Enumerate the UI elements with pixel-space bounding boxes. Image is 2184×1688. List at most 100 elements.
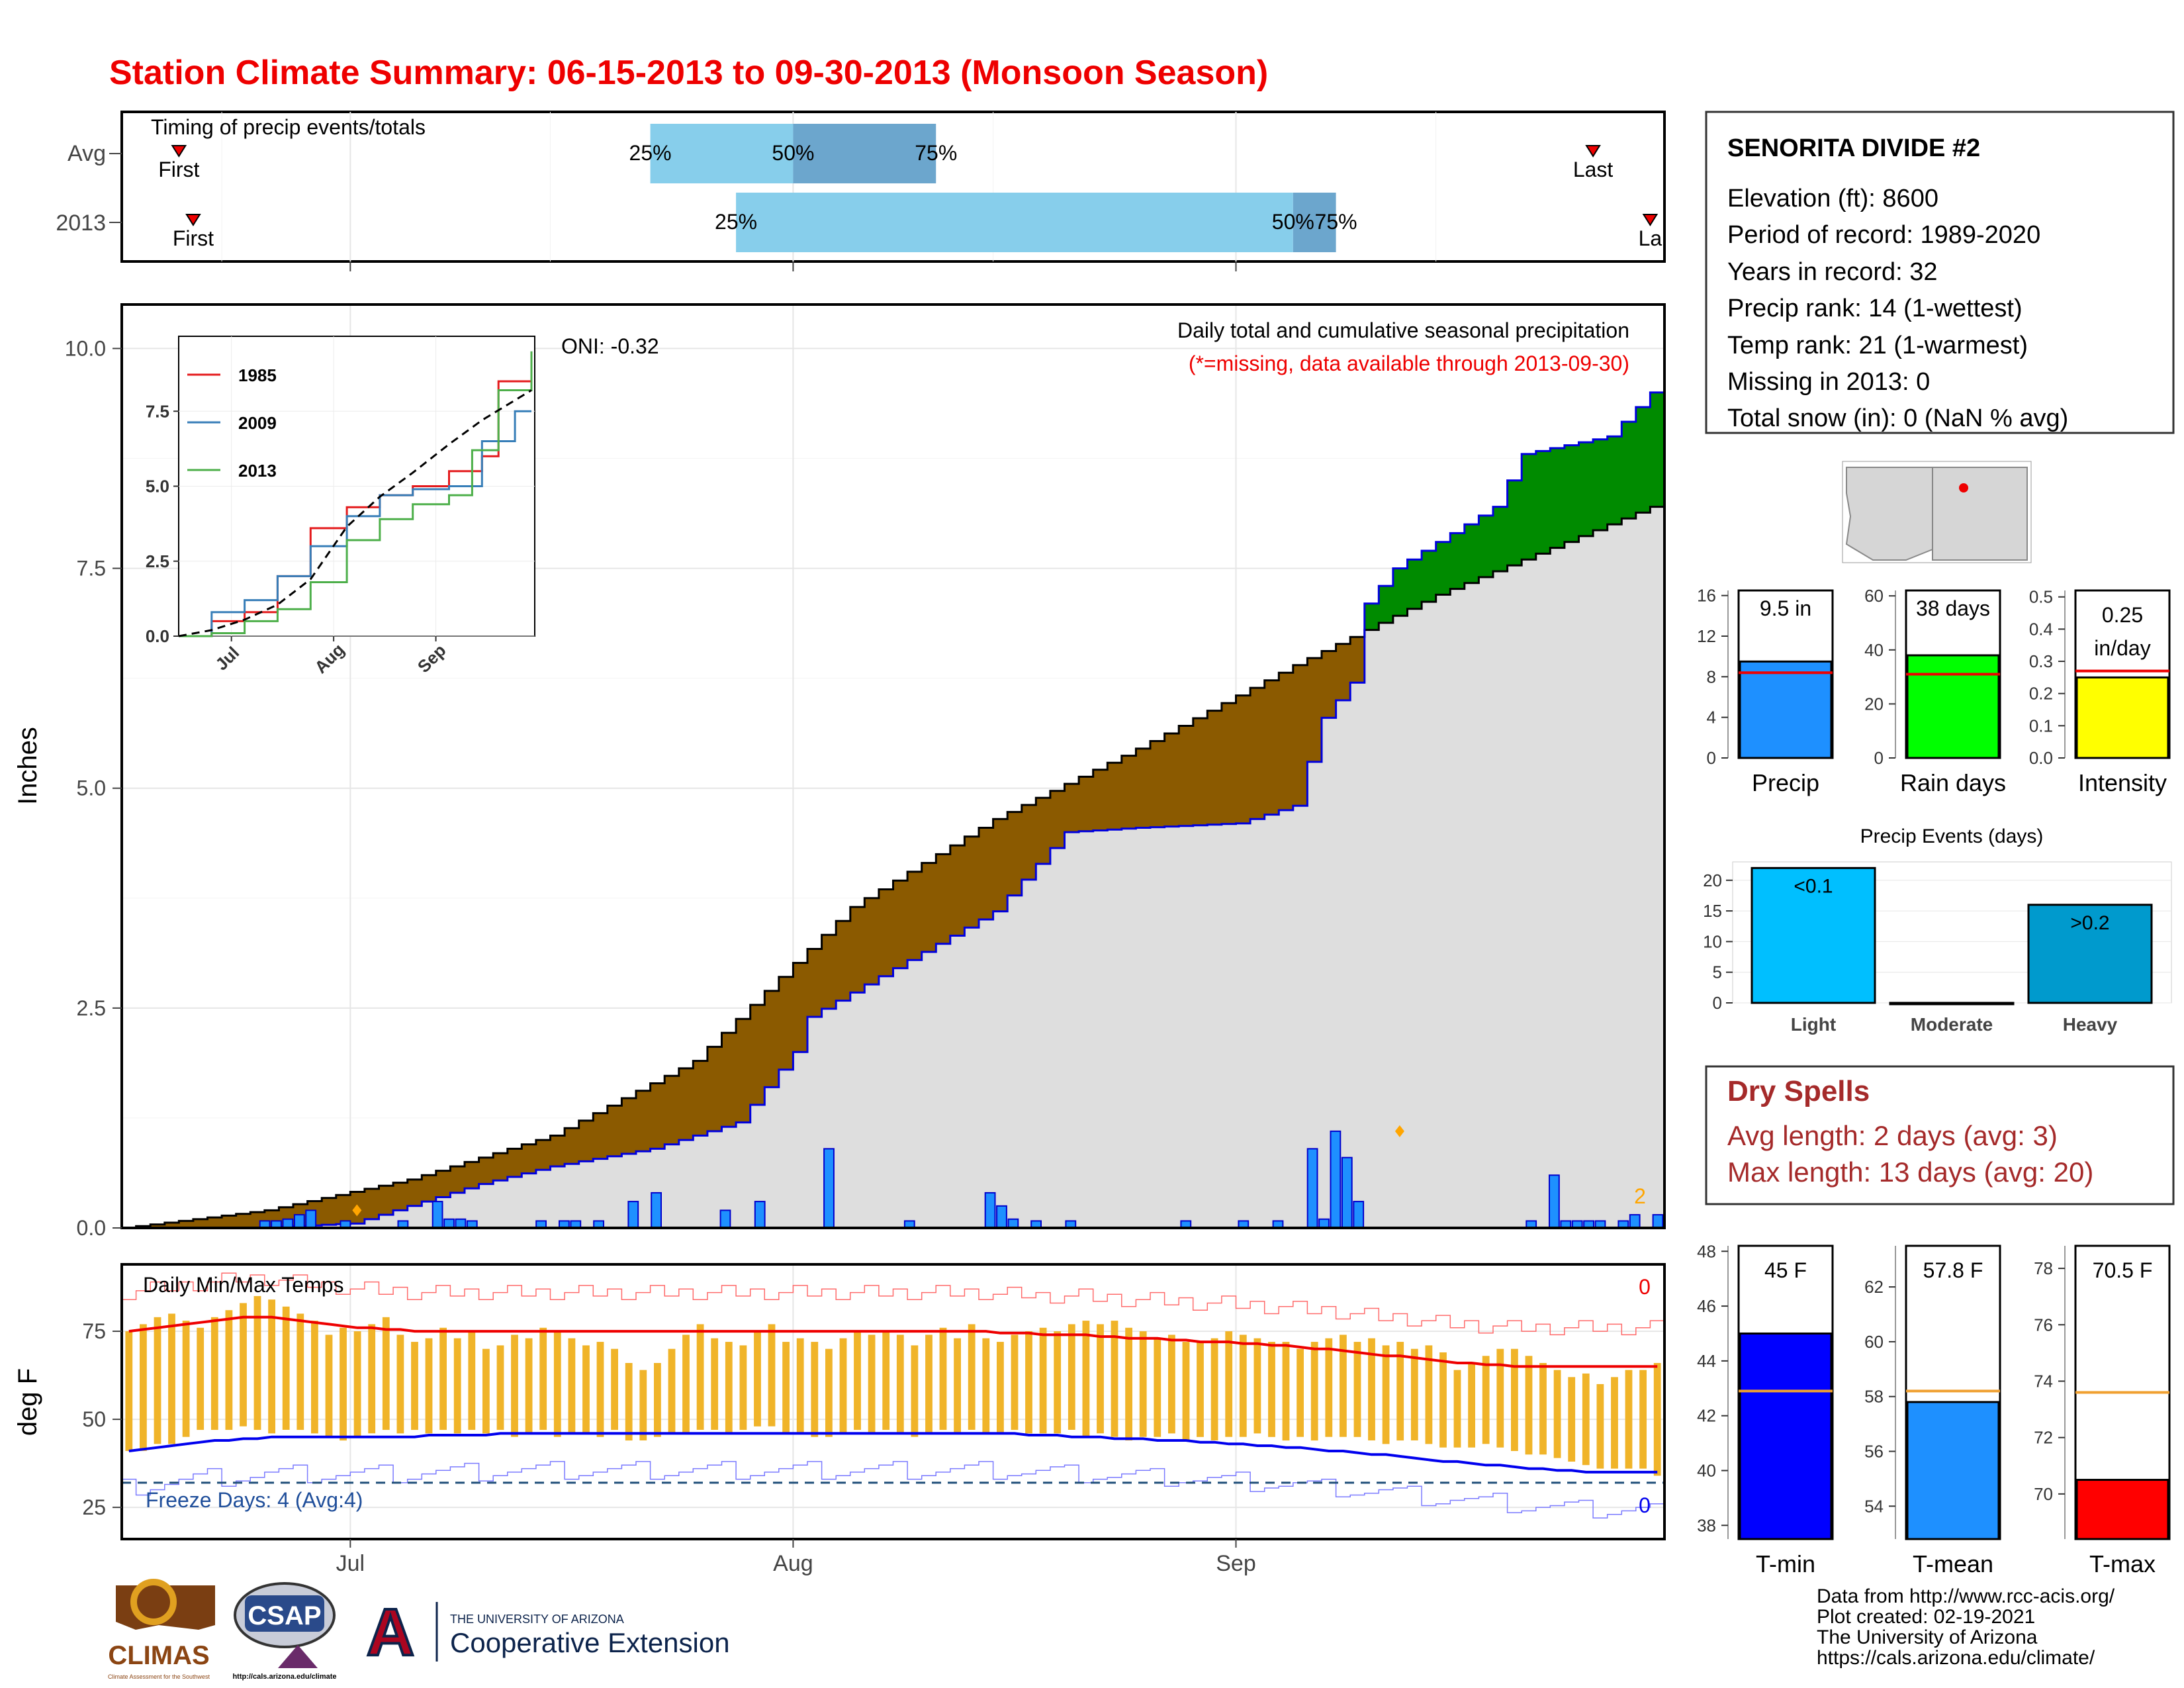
mini-chart-tmax: 70 72 74 76 78 T-max 70.5 F: [2034, 1244, 2171, 1577]
daily-temp-bar: [611, 1348, 618, 1430]
daily-temp-bar: [296, 1313, 304, 1430]
precip-ytick-label: 0.0: [77, 1216, 106, 1240]
csap-logo-url: http://cals.arizona.edu/climate: [232, 1673, 336, 1681]
cold-days-count: 0: [1639, 1493, 1651, 1517]
daily-precip-bar: [651, 1192, 662, 1229]
daily-temp-bar: [1111, 1321, 1118, 1437]
daily-temp-bar: [1382, 1345, 1390, 1444]
daily-temp-bar: [1482, 1356, 1490, 1444]
daily-temp-bar: [511, 1335, 518, 1437]
daily-temp-bar: [353, 1331, 361, 1437]
precip-ytick-label: 10.0: [65, 336, 106, 360]
mini-chart-tick-label: 0.4: [2029, 619, 2053, 639]
map-state-new-mexico: [1932, 467, 2028, 561]
daily-temp-bar: [225, 1310, 233, 1430]
mini-chart-value-bar: [2075, 1479, 2169, 1540]
events-tick-label: 0: [1713, 993, 1722, 1013]
daily-precip-bar: [1629, 1214, 1641, 1229]
daily-temp-bar: [453, 1338, 461, 1434]
ua-logo-line1: THE UNIVERSITY OF ARIZONA: [450, 1613, 624, 1626]
daily-temp-bar: [1340, 1335, 1347, 1437]
daily-temp-bar: [468, 1331, 476, 1430]
timing-label-50: 50%: [772, 141, 814, 165]
missing-count-label: 2: [1634, 1184, 1646, 1208]
daily-temp-bar: [1168, 1335, 1175, 1434]
csap-logo: CSAP http://cals.arizona.edu/climate: [232, 1582, 337, 1681]
precip-panel-title: Daily total and cumulative seasonal prec…: [1177, 318, 1629, 342]
daily-temp-bar: [1368, 1338, 1375, 1440]
station-period: Period of record: 1989-2020: [1727, 221, 2040, 249]
daily-precip-bar: [1353, 1201, 1365, 1229]
mini-chart-tick-label: 56: [1864, 1442, 1884, 1462]
station-missing: Missing in 2013: 0: [1727, 368, 1930, 396]
daily-temp-bar: [1210, 1338, 1218, 1440]
flag-marker: [352, 1204, 362, 1217]
daily-temp-bar: [825, 1348, 833, 1437]
temp-ytick-label: 25: [82, 1495, 106, 1519]
credit-plot-created: Plot created: 02-19-2021: [1817, 1606, 2035, 1628]
daily-temp-bar: [1353, 1342, 1361, 1437]
inset-gridlines: [179, 336, 535, 637]
events-category-label: Moderate: [1911, 1014, 1993, 1035]
mini-chart-label: T-max: [2089, 1550, 2156, 1577]
credits: Data from http://www.rcc-acis.org/ Plot …: [1817, 1585, 2115, 1669]
temp-panel: 25 50 75 deg F Daily Min/Max Temps Freeze …: [13, 1263, 1666, 1540]
mini-chart-value-label: 0.25: [2102, 603, 2143, 627]
temp-panel-background: [122, 1264, 1664, 1539]
precip-ytick-label: 5.0: [77, 776, 106, 800]
daily-temp-bar: [1125, 1327, 1132, 1441]
ua-logo: A THE UNIVERSITY OF ARIZONA Cooperative …: [365, 1594, 730, 1671]
inset-legend: 1985 2009 2013: [187, 365, 277, 481]
daily-temp-bar: [140, 1324, 147, 1451]
legend-label-2009: 2009: [238, 413, 277, 433]
last-event-marker: [1585, 145, 1601, 158]
daily-temp-bar: [1225, 1331, 1233, 1437]
precip-events-title: Precip Events (days): [1860, 825, 2044, 847]
daily-temp-bar: [1282, 1342, 1290, 1441]
mini-chart-tick-label: 4: [1707, 708, 1716, 727]
daily-temp-bar: [1639, 1370, 1647, 1469]
daily-temp-bar: [725, 1342, 733, 1434]
legend-label-2013: 2013: [238, 461, 277, 481]
climas-logo-text: CLIMAS: [108, 1641, 209, 1670]
mini-chart-label: Precip: [1752, 769, 1819, 796]
daily-temp-bar: [1253, 1338, 1261, 1434]
daily-temp-bar: [796, 1338, 804, 1434]
daily-temp-bar: [639, 1370, 647, 1440]
mini-chart-label: Rain days: [1900, 769, 2006, 796]
locator-map: [1842, 461, 2032, 563]
daily-temp-bar: [1539, 1363, 1547, 1455]
daily-temp-bar: [1011, 1335, 1019, 1430]
avg-tmax-line: [128, 1315, 1658, 1368]
daily-temp-bar: [368, 1324, 376, 1434]
daily-temp-bar: [539, 1327, 547, 1430]
mini-chart-tick-label: 46: [1697, 1296, 1716, 1316]
mini-chart-intensity: 0.0 0.1 0.2 0.3 0.4 0.5 Intensity 0.25 in/day: [2029, 587, 2171, 796]
credit-url: https://cals.arizona.edu/climate/: [1817, 1647, 2095, 1669]
mini-chart-value-label: 9.5 in: [1760, 596, 1811, 620]
daily-temp-bar: [954, 1338, 961, 1434]
daily-temp-bar: [968, 1324, 976, 1430]
year-cumulative-line: [122, 391, 1664, 1229]
timing-row-avg-label: Avg: [68, 141, 106, 166]
first-event-label: First: [173, 226, 214, 250]
csap-mountain-icon: [278, 1645, 318, 1668]
temp-summary-value-label: 57.8 F: [1923, 1258, 1983, 1282]
mini-chart-value-label: 38 days: [1916, 596, 1990, 620]
station-name: SENORITA DIVIDE #2: [1727, 134, 1980, 162]
mini-chart-tick-label: 0.0: [2029, 748, 2053, 768]
timing-label-25: 25%: [629, 141, 672, 165]
inset-ytick-label: 7.5: [146, 401, 169, 421]
daily-precip-bar: [996, 1205, 1007, 1229]
climas-logo-subtext: Climate Assessment for the Southwest: [108, 1673, 210, 1680]
daily-precip-bar: [984, 1192, 996, 1229]
timing-bar-y2013-50-75: [1293, 193, 1336, 252]
mini-chart-tick-label: 72: [2034, 1428, 2053, 1448]
last-event-label: Last: [1573, 158, 1614, 181]
mini-chart-value-bar: [1739, 660, 1833, 759]
first-event-marker: [185, 214, 201, 226]
page-title: Station Climate Summary: 06-15-2013 to 0…: [109, 54, 1268, 92]
mini-chart-tick-label: 12: [1697, 626, 1716, 646]
